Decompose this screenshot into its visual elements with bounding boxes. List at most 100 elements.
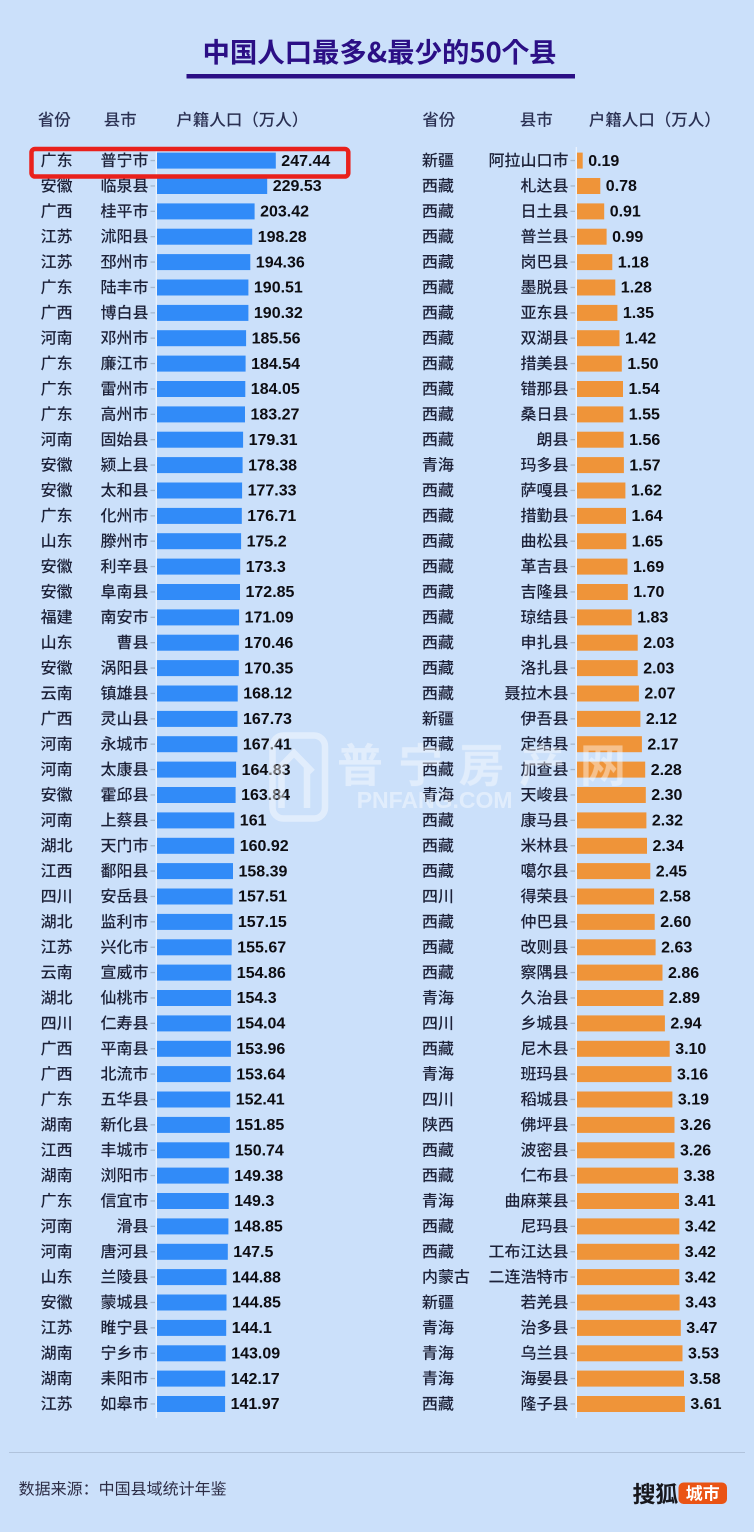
svg-text:148.85: 148.85 [234, 1219, 283, 1236]
svg-text:179.31: 179.31 [249, 432, 298, 449]
svg-text:163.84: 163.84 [241, 787, 290, 804]
svg-text:184.05: 184.05 [251, 381, 300, 398]
svg-text:170.46: 170.46 [244, 635, 293, 652]
svg-text:1.56: 1.56 [629, 432, 660, 449]
svg-text:183.27: 183.27 [251, 407, 300, 424]
svg-text:2.34: 2.34 [653, 838, 684, 855]
svg-text:1.35: 1.35 [623, 305, 654, 322]
svg-text:0.99: 0.99 [612, 229, 643, 246]
svg-text:3.41: 3.41 [685, 1193, 716, 1210]
svg-text:171.09: 171.09 [245, 610, 294, 627]
svg-text:2.94: 2.94 [670, 1016, 701, 1033]
svg-text:153.64: 153.64 [236, 1066, 285, 1083]
svg-text:0.19: 0.19 [588, 153, 619, 170]
svg-text:3.19: 3.19 [678, 1092, 709, 1109]
svg-text:1.28: 1.28 [621, 280, 652, 297]
svg-text:185.56: 185.56 [252, 330, 301, 347]
svg-text:198.28: 198.28 [258, 229, 307, 246]
svg-text:172.85: 172.85 [246, 584, 295, 601]
svg-text:142.17: 142.17 [231, 1371, 280, 1388]
svg-text:158.39: 158.39 [239, 863, 288, 880]
svg-text:3.10: 3.10 [675, 1041, 706, 1058]
svg-text:1.62: 1.62 [631, 483, 662, 500]
svg-text:143.09: 143.09 [231, 1346, 280, 1363]
svg-text:2.07: 2.07 [644, 686, 675, 703]
svg-text:149.38: 149.38 [234, 1168, 283, 1185]
svg-text:1.69: 1.69 [633, 559, 664, 576]
svg-text:3.16: 3.16 [677, 1066, 708, 1083]
svg-text:247.44: 247.44 [281, 153, 330, 170]
svg-text:157.51: 157.51 [238, 889, 287, 906]
svg-text:203.42: 203.42 [260, 204, 309, 221]
svg-text:3.26: 3.26 [680, 1117, 711, 1134]
svg-text:2.60: 2.60 [660, 914, 691, 931]
svg-text:175.2: 175.2 [247, 533, 287, 550]
svg-text:144.85: 144.85 [232, 1295, 281, 1312]
svg-text:2.63: 2.63 [661, 940, 692, 957]
svg-text:1.70: 1.70 [633, 584, 664, 601]
svg-text:177.33: 177.33 [248, 483, 297, 500]
svg-text:3.43: 3.43 [685, 1295, 716, 1312]
svg-text:160.92: 160.92 [240, 838, 289, 855]
svg-text:151.85: 151.85 [235, 1117, 284, 1134]
svg-text:3.58: 3.58 [690, 1371, 721, 1388]
svg-text:154.04: 154.04 [236, 1016, 285, 1033]
svg-text:173.3: 173.3 [246, 559, 286, 576]
svg-text:3.42: 3.42 [685, 1269, 716, 1286]
svg-text:149.3: 149.3 [234, 1193, 274, 1210]
svg-text:1.42: 1.42 [625, 330, 656, 347]
svg-text:2.28: 2.28 [651, 762, 682, 779]
svg-text:155.67: 155.67 [237, 940, 286, 957]
svg-text:3.61: 3.61 [690, 1396, 721, 1413]
svg-text:170.35: 170.35 [244, 660, 293, 677]
svg-text:2.30: 2.30 [651, 787, 682, 804]
svg-text:1.50: 1.50 [627, 356, 658, 373]
svg-text:3.47: 3.47 [686, 1320, 717, 1337]
svg-text:1.83: 1.83 [637, 610, 668, 627]
svg-text:0.78: 0.78 [606, 178, 637, 195]
svg-text:190.51: 190.51 [254, 280, 303, 297]
svg-text:2.58: 2.58 [660, 889, 691, 906]
svg-text:154.86: 154.86 [237, 965, 286, 982]
svg-text:2.32: 2.32 [652, 813, 683, 830]
svg-text:157.15: 157.15 [238, 914, 287, 931]
svg-text:190.32: 190.32 [254, 305, 303, 322]
svg-text:161: 161 [240, 813, 267, 830]
svg-text:2.17: 2.17 [647, 736, 678, 753]
svg-text:184.54: 184.54 [251, 356, 300, 373]
svg-text:144.88: 144.88 [232, 1269, 281, 1286]
svg-text:2.12: 2.12 [646, 711, 677, 728]
svg-text:1.18: 1.18 [618, 254, 649, 271]
svg-text:141.97: 141.97 [231, 1396, 280, 1413]
svg-text:167.73: 167.73 [243, 711, 292, 728]
svg-text:3.53: 3.53 [688, 1346, 719, 1363]
svg-text:154.3: 154.3 [237, 990, 277, 1007]
svg-text:144.1: 144.1 [232, 1320, 272, 1337]
svg-text:1.57: 1.57 [629, 457, 660, 474]
svg-text:1.54: 1.54 [629, 381, 660, 398]
svg-text:229.53: 229.53 [273, 178, 322, 195]
svg-text:167.41: 167.41 [243, 736, 292, 753]
svg-text:153.96: 153.96 [236, 1041, 285, 1058]
svg-text:2.89: 2.89 [669, 990, 700, 1007]
svg-text:152.41: 152.41 [236, 1092, 285, 1109]
svg-text:1.55: 1.55 [629, 407, 660, 424]
svg-text:176.71: 176.71 [247, 508, 296, 525]
svg-text:164.83: 164.83 [242, 762, 291, 779]
svg-text:2.86: 2.86 [668, 965, 699, 982]
svg-text:2.03: 2.03 [643, 660, 674, 677]
svg-text:1.64: 1.64 [632, 508, 663, 525]
svg-text:178.38: 178.38 [248, 457, 297, 474]
svg-text:150.74: 150.74 [235, 1143, 284, 1160]
svg-text:PNFANG.COM: PNFANG.COM [357, 787, 513, 813]
svg-text:1.65: 1.65 [632, 533, 663, 550]
svg-text:147.5: 147.5 [233, 1244, 273, 1261]
svg-text:168.12: 168.12 [243, 686, 292, 703]
svg-text:3.26: 3.26 [680, 1143, 711, 1160]
svg-text:3.38: 3.38 [684, 1168, 715, 1185]
svg-text:0.91: 0.91 [610, 204, 641, 221]
svg-text:2.03: 2.03 [643, 635, 674, 652]
svg-text:3.42: 3.42 [685, 1244, 716, 1261]
svg-text:194.36: 194.36 [256, 254, 305, 271]
svg-text:3.42: 3.42 [685, 1219, 716, 1236]
